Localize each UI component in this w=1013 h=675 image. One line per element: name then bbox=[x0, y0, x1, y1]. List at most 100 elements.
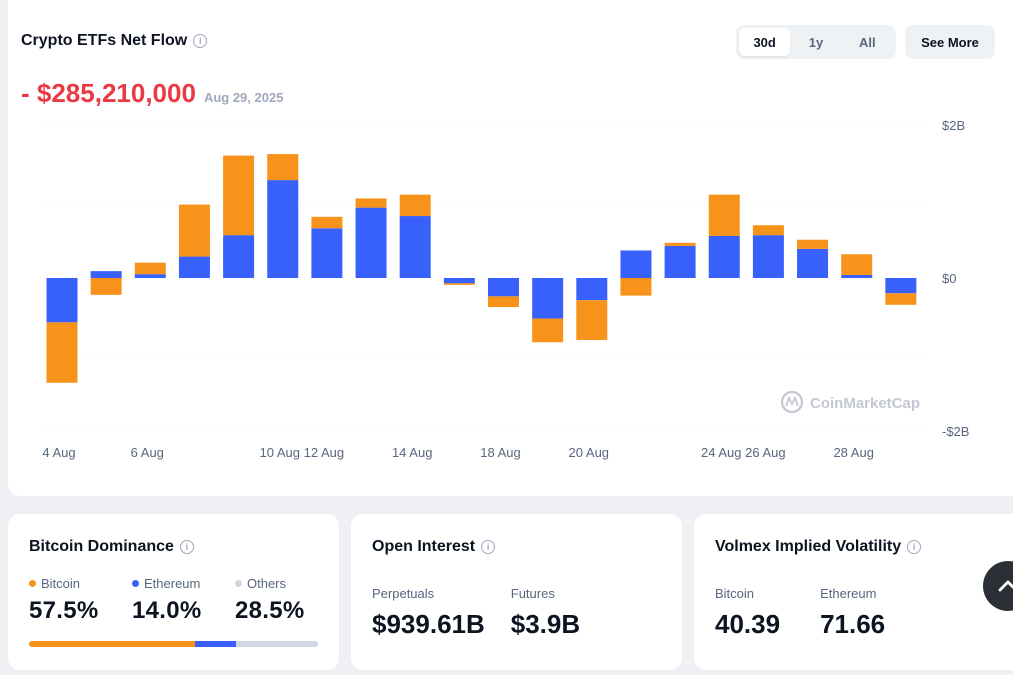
ethereum-dot-icon bbox=[132, 580, 139, 587]
bar-bitcoin-aug-12[interactable] bbox=[311, 216, 343, 229]
etf-net-flow-card bbox=[8, 0, 1013, 496]
bar-bitcoin-aug-15[interactable] bbox=[443, 283, 475, 285]
bar-bitcoin-aug-7[interactable] bbox=[178, 204, 210, 257]
others-dot-icon bbox=[235, 580, 242, 587]
bar-bitcoin-aug-22[interactable] bbox=[664, 242, 696, 246]
dominance-segment-others bbox=[235, 641, 318, 647]
bar-bitcoin-aug-13[interactable] bbox=[355, 198, 387, 208]
x-tick-label: 6 Aug bbox=[131, 445, 164, 460]
bar-bitcoin-aug-18[interactable] bbox=[488, 296, 519, 308]
stat-label: Bitcoin bbox=[715, 586, 755, 601]
bar-bitcoin-aug-19[interactable] bbox=[532, 318, 564, 343]
dominance-pct: 57.5% bbox=[29, 597, 99, 624]
open-interest-title: Open Interest bbox=[372, 538, 476, 555]
dominance-segment-bitcoin bbox=[29, 641, 196, 647]
dominance-pct: 28.5% bbox=[235, 597, 305, 624]
dominance-pct: 14.0% bbox=[132, 597, 202, 624]
bar-ethereum-aug-29[interactable] bbox=[885, 278, 917, 294]
bitcoin-dot-icon bbox=[29, 580, 36, 587]
coinmarketcap-watermark: CoinMarketCap bbox=[780, 390, 920, 414]
x-tick-label: 18 Aug bbox=[480, 445, 521, 460]
y-tick-label: $0 bbox=[942, 271, 956, 286]
stat-value: 40.39 bbox=[715, 609, 781, 639]
bar-ethereum-aug-22[interactable] bbox=[664, 245, 696, 278]
bar-ethereum-aug-14[interactable] bbox=[399, 216, 431, 278]
bar-ethereum-aug-6[interactable] bbox=[134, 274, 166, 278]
dominance-label: Ethereum bbox=[144, 576, 201, 591]
net-flow-value: - $285,210,000 bbox=[21, 78, 196, 108]
bar-bitcoin-aug-27[interactable] bbox=[797, 239, 829, 249]
bar-ethereum-aug-21[interactable] bbox=[620, 250, 652, 278]
dominance-title: Bitcoin Dominance bbox=[29, 538, 174, 555]
range-30d-button[interactable]: 30d bbox=[739, 28, 791, 56]
bar-bitcoin-aug-8[interactable] bbox=[223, 155, 255, 236]
bar-bitcoin-aug-4[interactable] bbox=[46, 322, 78, 383]
bar-ethereum-aug-8[interactable] bbox=[223, 235, 255, 278]
x-tick-label: 24 Aug bbox=[701, 445, 742, 460]
dominance-label: Others bbox=[247, 576, 287, 591]
info-icon[interactable]: i bbox=[193, 34, 208, 48]
open-interest-card: Open Interest i Perpetuals $939.61B Futu… bbox=[351, 514, 682, 670]
etf-title: Crypto ETFs Net Flow bbox=[21, 32, 188, 49]
see-more-button[interactable]: See More bbox=[905, 25, 995, 59]
stat-value: $939.61B bbox=[372, 609, 485, 639]
range-1y-button[interactable]: 1y bbox=[808, 34, 824, 50]
ethereum-vol-stat: Ethereum 71.66 bbox=[820, 586, 885, 640]
bar-bitcoin-aug-21[interactable] bbox=[620, 278, 652, 296]
bar-bitcoin-aug-11[interactable] bbox=[267, 154, 299, 181]
bar-bitcoin-aug-6[interactable] bbox=[134, 262, 166, 275]
flow-summary: - $285,210,000 Aug 29, 2025 bbox=[21, 78, 283, 109]
info-icon[interactable]: i bbox=[481, 540, 496, 554]
y-tick-label: $2B bbox=[942, 118, 965, 133]
bar-bitcoin-aug-5[interactable] bbox=[90, 278, 122, 295]
coinmarketcap-logo-icon bbox=[780, 390, 804, 414]
bar-ethereum-aug-18[interactable] bbox=[488, 278, 519, 297]
bar-bitcoin-aug-28[interactable] bbox=[841, 254, 873, 275]
chevron-up-icon bbox=[998, 580, 1013, 592]
bar-bitcoin-aug-25[interactable] bbox=[708, 194, 740, 236]
bar-ethereum-aug-5[interactable] bbox=[90, 271, 122, 278]
bar-ethereum-aug-26[interactable] bbox=[752, 235, 784, 278]
x-tick-label: 28 Aug bbox=[833, 445, 874, 460]
net-flow-chart[interactable]: $2B $0 -$2B 4 Aug 6 Aug 10 Aug 12 Aug 14 Aug 18… bbox=[0, 0, 1013, 480]
range-selector: 30d 1y All bbox=[736, 25, 896, 59]
x-tick-label: 26 Aug bbox=[745, 445, 786, 460]
bar-ethereum-aug-12[interactable] bbox=[311, 228, 343, 278]
bar-ethereum-aug-20[interactable] bbox=[576, 278, 608, 301]
bar-bitcoin-aug-14[interactable] bbox=[399, 194, 431, 217]
bar-bitcoin-aug-29[interactable] bbox=[885, 293, 917, 305]
net-flow-date: Aug 29, 2025 bbox=[203, 90, 284, 105]
x-tick-label: 14 Aug bbox=[392, 445, 433, 460]
x-tick-label: 10 Aug bbox=[260, 445, 301, 460]
dominance-ethereum: Ethereum 14.0% bbox=[132, 576, 235, 625]
dominance-bar bbox=[29, 641, 318, 647]
dominance-others: Others 28.5% bbox=[235, 576, 338, 625]
bar-ethereum-aug-13[interactable] bbox=[355, 207, 387, 278]
info-icon[interactable]: i bbox=[907, 540, 922, 554]
range-all-button[interactable]: All bbox=[859, 34, 876, 50]
bar-bitcoin-aug-20[interactable] bbox=[576, 300, 608, 340]
bar-ethereum-aug-15[interactable] bbox=[443, 278, 475, 284]
stat-label: Futures bbox=[510, 586, 555, 601]
bar-ethereum-aug-11[interactable] bbox=[267, 180, 299, 278]
dominance-label: Bitcoin bbox=[41, 576, 81, 591]
bar-bitcoin-aug-26[interactable] bbox=[752, 225, 784, 236]
volatility-title: Volmex Implied Volatility bbox=[715, 538, 902, 555]
dominance-segment-ethereum bbox=[195, 641, 236, 647]
bitcoin-dominance-card: Bitcoin Dominance i Bitcoin 57.5% Ethere… bbox=[8, 514, 339, 670]
stat-value: 71.66 bbox=[820, 609, 886, 639]
stat-label: Perpetuals bbox=[372, 586, 435, 601]
bar-ethereum-aug-25[interactable] bbox=[708, 235, 740, 278]
info-icon[interactable]: i bbox=[179, 540, 194, 554]
bar-ethereum-aug-7[interactable] bbox=[178, 256, 210, 278]
bar-ethereum-aug-19[interactable] bbox=[532, 278, 564, 319]
futures-stat: Futures $3.9B bbox=[511, 586, 580, 640]
bitcoin-vol-stat: Bitcoin 40.39 bbox=[715, 586, 780, 640]
bar-ethereum-aug-28[interactable] bbox=[841, 274, 873, 278]
x-tick-label: 4 Aug bbox=[42, 445, 75, 460]
etf-title-row: Crypto ETFs Net Flow i bbox=[21, 32, 208, 50]
bar-ethereum-aug-27[interactable] bbox=[797, 248, 829, 278]
volatility-card: Volmex Implied Volatility i Bitcoin 40.3… bbox=[694, 514, 1013, 670]
bar-ethereum-aug-4[interactable] bbox=[46, 278, 78, 323]
x-tick-label: 20 Aug bbox=[569, 445, 610, 460]
